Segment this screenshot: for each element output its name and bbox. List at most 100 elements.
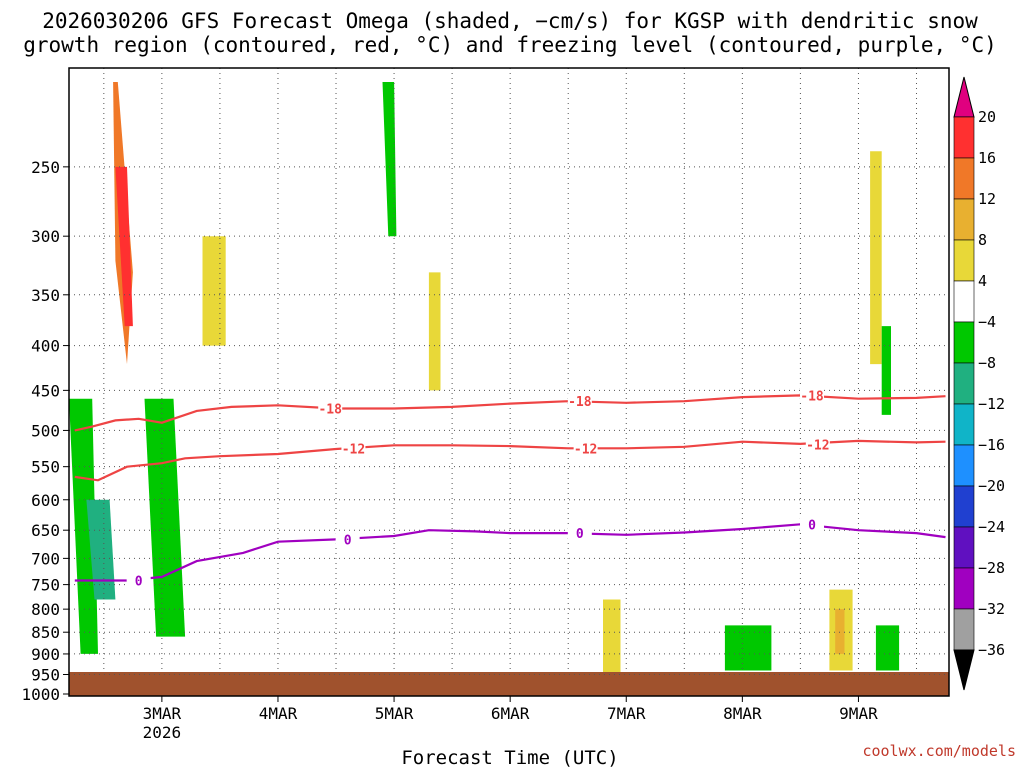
colorbar-label-4: 4 [978, 272, 987, 290]
colorbar-label-8: −16 [978, 436, 1005, 454]
x-tick-label-5MAR: 5MAR [375, 704, 414, 723]
colorbar-label-12: −32 [978, 600, 1005, 618]
x-tick-label-9MAR: 9MAR [839, 704, 878, 723]
contour-label-bg-0-2 [800, 387, 825, 403]
y-tick-label-750: 750 [31, 576, 60, 595]
y-tick-label-300: 300 [31, 227, 60, 246]
contour-label-bg-0-1 [567, 393, 592, 409]
contour-label-bg-0-0 [318, 400, 343, 416]
y-tick-label-1000: 1000 [21, 685, 60, 704]
contour-label-1-2: -12 [806, 439, 829, 454]
omega-shade-7 [724, 625, 772, 671]
colorbar-seg-6 [953, 362, 975, 405]
contour-label-bg-2-3 [800, 516, 825, 532]
y-tick-label-350: 350 [31, 286, 60, 305]
contour-label-0-0: -18 [318, 403, 342, 418]
contour-label-bg-2-1 [335, 531, 360, 547]
colorbar-label-0: 20 [978, 108, 996, 126]
colorbar-seg-5 [953, 321, 975, 364]
colorbar-seg-7 [953, 403, 975, 446]
x-tick-label-8MAR: 8MAR [723, 704, 762, 723]
colorbar-seg-9 [953, 485, 975, 528]
colorbar-label-5: −4 [978, 313, 996, 331]
omega-shade-14 [870, 151, 882, 365]
colorbar-label-6: −8 [978, 354, 996, 372]
contour-label-0-2: -18 [800, 389, 824, 404]
colorbar-top-arrow [953, 76, 975, 118]
x-tick-label-3MAR: 3MAR [143, 704, 182, 723]
contour-label-bg-1-0 [341, 440, 366, 456]
omega-shade-13 [428, 272, 441, 391]
contour-label-bg-1-1 [573, 440, 598, 456]
colorbar-seg-0 [953, 116, 975, 159]
ground-layer [69, 672, 949, 696]
y-tick-label-900: 900 [31, 645, 60, 664]
contour-label-2-3: 0 [808, 518, 816, 533]
colorbar-label-1: 16 [978, 149, 996, 167]
omega-shade-8 [875, 625, 900, 671]
contour-label-2-2: 0 [576, 527, 584, 542]
y-tick-label-500: 500 [31, 421, 60, 440]
y-tick-label-400: 400 [31, 337, 60, 356]
omega-shade-3 [86, 499, 116, 600]
contour-label-1-0: -12 [342, 442, 365, 457]
y-tick-label-850: 850 [31, 623, 60, 642]
colorbar-label-2: 12 [978, 190, 996, 208]
omega-shade-9 [603, 599, 621, 675]
contour-line-0 [74, 394, 946, 432]
x-axis-label: Forecast Time (UTC) [401, 747, 618, 768]
colorbar: 20 16 12 8 4 −4 −8 −12 −16 −20 −24 −28 −32 −36 [953, 76, 1005, 691]
colorbar-label-3: 8 [978, 231, 987, 249]
contour-label-bg-1-2 [805, 436, 830, 452]
colorbar-seg-8 [953, 444, 975, 487]
contour-label-bg-2-0 [126, 572, 151, 588]
colorbar-label-11: −28 [978, 559, 1005, 577]
omega-shade-11 [835, 609, 845, 654]
y-tick-label-250: 250 [31, 158, 60, 177]
y-axis-ticks: 250 300 350 400 450 500 550 600 650 700 750 800 850 9… [21, 158, 69, 704]
colorbar-seg-2 [953, 198, 975, 241]
omega-shade-12 [202, 236, 226, 346]
colorbar-seg-1 [953, 157, 975, 200]
colorbar-label-7: −12 [978, 395, 1005, 413]
plot-background [69, 68, 949, 696]
y-tick-label-950: 950 [31, 665, 60, 684]
colorbar-seg-11 [953, 567, 975, 610]
colorbar-label-13: −36 [978, 641, 1005, 659]
y-tick-label-450: 450 [31, 381, 60, 400]
omega-shade-6 [382, 82, 397, 237]
temperature-contours: -18 -18 -18 -12 -12 -12 0 0 0 0 [74, 387, 946, 590]
x-tick-label-6MAR: 6MAR [491, 704, 530, 723]
colorbar-seg-10 [953, 526, 975, 569]
contour-label-2-1: 0 [344, 533, 352, 548]
x-tick-label-4MAR: 4MAR [259, 704, 298, 723]
contour-label-1-1: -12 [574, 442, 597, 457]
contour-label-bg-2-2 [567, 525, 592, 541]
colorbar-seg-4 [953, 280, 975, 323]
omega-shade-15 [881, 326, 891, 415]
y-tick-label-650: 650 [31, 521, 60, 540]
omega-shade-1 [115, 166, 133, 327]
colorbar-seg-12 [953, 608, 975, 651]
x-tick-year: 2026 [143, 723, 182, 742]
contour-label-2-0: 0 [135, 575, 143, 590]
colorbar-label-10: −24 [978, 518, 1005, 536]
y-tick-label-600: 600 [31, 491, 60, 510]
omega-shade-2 [69, 398, 98, 654]
credit-text: coolwx.com/models [862, 742, 1016, 760]
grid-lines [69, 68, 949, 675]
chart-title-line2: growth region (contoured, red, °C) and f… [23, 33, 997, 57]
x-tick-label-7MAR: 7MAR [607, 704, 646, 723]
y-tick-label-700: 700 [31, 549, 60, 568]
y-tick-label-550: 550 [31, 458, 60, 477]
contour-label-0-1: -18 [568, 395, 592, 410]
contour-line-1 [74, 439, 946, 482]
colorbar-label-9: −20 [978, 477, 1005, 495]
plot-border [68, 67, 950, 697]
colorbar-seg-3 [953, 239, 975, 282]
omega-shading [69, 82, 900, 675]
y-tick-label-800: 800 [31, 600, 60, 619]
colorbar-bottom-arrow [953, 649, 975, 691]
